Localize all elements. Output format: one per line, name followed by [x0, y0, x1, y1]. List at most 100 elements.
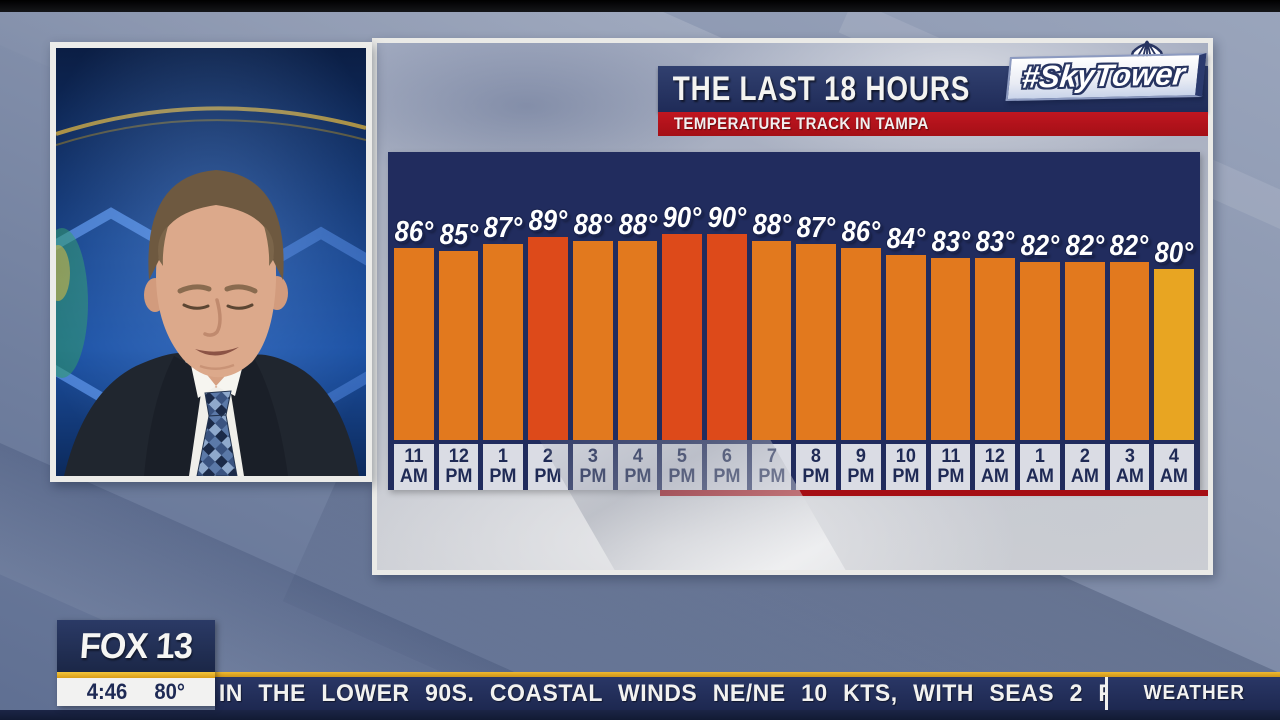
hour-label-box: 12 AM: [975, 444, 1016, 490]
hour-label-line: 12: [985, 446, 1006, 467]
temp-value-label: 88°: [618, 209, 657, 241]
hour-label-box: 5 PM: [662, 444, 703, 490]
skytower-logo: #SkyTower: [1005, 40, 1207, 102]
temperature-bar: [751, 241, 792, 440]
temp-value-label: 87°: [797, 212, 836, 244]
ticker-text: IN THE LOWER 90S. COASTAL WINDS NE/NE 10…: [218, 680, 1273, 707]
ticker-gold-stripe: [215, 672, 1280, 677]
hour-label-box: 1 PM: [483, 444, 524, 490]
hour-label-line: PM: [534, 466, 562, 487]
weather-graphic-panel: THE LAST 18 HOURS TEMPERATURE TRACK IN T…: [372, 38, 1213, 575]
chart-column: 90° 6 PM: [707, 152, 747, 490]
temperature-bar: [617, 241, 658, 440]
chart-column: 86° 9 PM: [841, 152, 881, 490]
hour-label-box: 11 AM: [394, 444, 434, 490]
hour-label-line: AM: [1025, 466, 1054, 487]
hour-label-box: 10 PM: [885, 444, 926, 490]
temperature-bar: [796, 244, 837, 440]
hour-label-line: 5: [677, 446, 688, 467]
hour-label-box: 4 PM: [617, 444, 658, 490]
news-ticker: IN THE LOWER 90S. COASTAL WINDS NE/NE 10…: [215, 672, 1280, 710]
temp-value-label: 84°: [886, 223, 926, 255]
hour-label-box: 8 PM: [796, 444, 837, 490]
skytower-wordmark: #SkyTower: [1020, 56, 1188, 95]
temperature-chart: 86° 11 AM 85° 12 PM 87° 1 PM 89° 2 PM 88° 3 PM 88° 4 PM 90…: [388, 152, 1200, 490]
chart-column: 88° 7 PM: [751, 152, 792, 490]
hour-label-line: 4: [632, 446, 643, 467]
chart-column: 82° 3 AM: [1109, 152, 1150, 490]
chart-subtitle: TEMPERATURE TRACK IN TAMPA: [673, 114, 929, 133]
temperature-bar: [528, 237, 568, 440]
hour-label-box: 7 PM: [751, 444, 792, 490]
hour-label-line: 6: [721, 446, 732, 467]
temp-value-label: 86°: [841, 216, 881, 248]
temp-value-label: 83°: [975, 226, 1015, 258]
hour-label-line: 9: [856, 446, 867, 467]
hour-label-line: PM: [489, 466, 517, 487]
news-anchor-illustration: [56, 48, 366, 476]
temperature-bar: [1154, 269, 1194, 440]
chart-column: 87° 8 PM: [796, 152, 837, 490]
chart-column: 83° 11 PM: [930, 152, 971, 490]
hour-label-line: 1: [1034, 446, 1045, 467]
hour-label-line: AM: [399, 466, 428, 487]
hour-label-line: AM: [1160, 466, 1189, 487]
temperature-bar: [394, 248, 434, 440]
temp-value-label: 82°: [1065, 230, 1104, 262]
chart-column: 86° 11 AM: [394, 152, 434, 490]
hour-label-line: 2: [1079, 446, 1090, 467]
chart-subtitle-bar: TEMPERATURE TRACK IN TAMPA: [658, 112, 1208, 136]
letterbox-bar: [0, 0, 1280, 12]
hour-label-box: 3 AM: [1109, 444, 1150, 490]
ticker-bar: IN THE LOWER 90S. COASTAL WINDS NE/NE 10…: [215, 677, 1280, 710]
bottom-letterbox-strip: [0, 710, 1280, 720]
hour-label-line: PM: [892, 466, 920, 487]
hour-label-box: 1 AM: [1020, 444, 1060, 490]
hour-label-box: 6 PM: [707, 444, 747, 490]
chart-title: THE LAST 18 HOURS: [672, 69, 971, 108]
hour-label-line: PM: [623, 466, 651, 487]
chart-column: 80° 4 AM: [1154, 152, 1194, 490]
hour-label-line: AM: [1115, 466, 1144, 487]
temperature-bar: [975, 258, 1016, 440]
time-temp-strip: 4:46 80°: [57, 678, 215, 706]
hour-label-box: 9 PM: [841, 444, 881, 490]
hour-label-line: PM: [445, 466, 473, 487]
hour-label-line: 3: [1124, 446, 1135, 467]
hour-label-line: AM: [981, 466, 1010, 487]
hour-label-box: 3 PM: [572, 444, 613, 490]
hour-label-line: 1: [498, 446, 509, 467]
temp-value-label: 90°: [707, 202, 747, 234]
ticker-category-label: WEATHER: [1143, 682, 1245, 704]
chart-column: 87° 1 PM: [483, 152, 524, 490]
hour-label-box: 11 PM: [930, 444, 971, 490]
station-badge-gold-stripe: [57, 672, 215, 678]
temp-value-label: 86°: [394, 216, 434, 248]
temperature-bar: [1020, 262, 1060, 440]
fox13-logo-text: FOX 13: [78, 625, 194, 666]
temp-value-label: 90°: [662, 202, 702, 234]
hour-label-line: 11: [404, 446, 424, 467]
temp-value-label: 80°: [1154, 237, 1194, 269]
hour-label-box: 2 PM: [528, 444, 568, 490]
hour-label-line: 4: [1169, 446, 1180, 467]
chart-column: 88° 3 PM: [572, 152, 613, 490]
temperature-bar: [930, 258, 971, 440]
hour-label-line: PM: [847, 466, 875, 487]
temp-value-label: 82°: [1020, 230, 1060, 262]
temperature-bar: [483, 244, 524, 440]
hour-label-line: 12: [448, 446, 469, 467]
hour-label-line: 3: [587, 446, 598, 467]
temp-value-label: 87°: [484, 212, 523, 244]
clock-readout: 4:46: [87, 679, 128, 704]
hour-label-box: 2 AM: [1064, 444, 1105, 490]
chart-column: 89° 2 PM: [528, 152, 568, 490]
hour-label-line: PM: [668, 466, 696, 487]
temperature-bar: [662, 234, 703, 440]
hour-label-line: PM: [758, 466, 786, 487]
temp-value-label: 82°: [1110, 230, 1149, 262]
temperature-bar: [885, 255, 926, 440]
hour-label-line: 11: [940, 446, 961, 467]
temperature-bar: [1109, 262, 1150, 440]
